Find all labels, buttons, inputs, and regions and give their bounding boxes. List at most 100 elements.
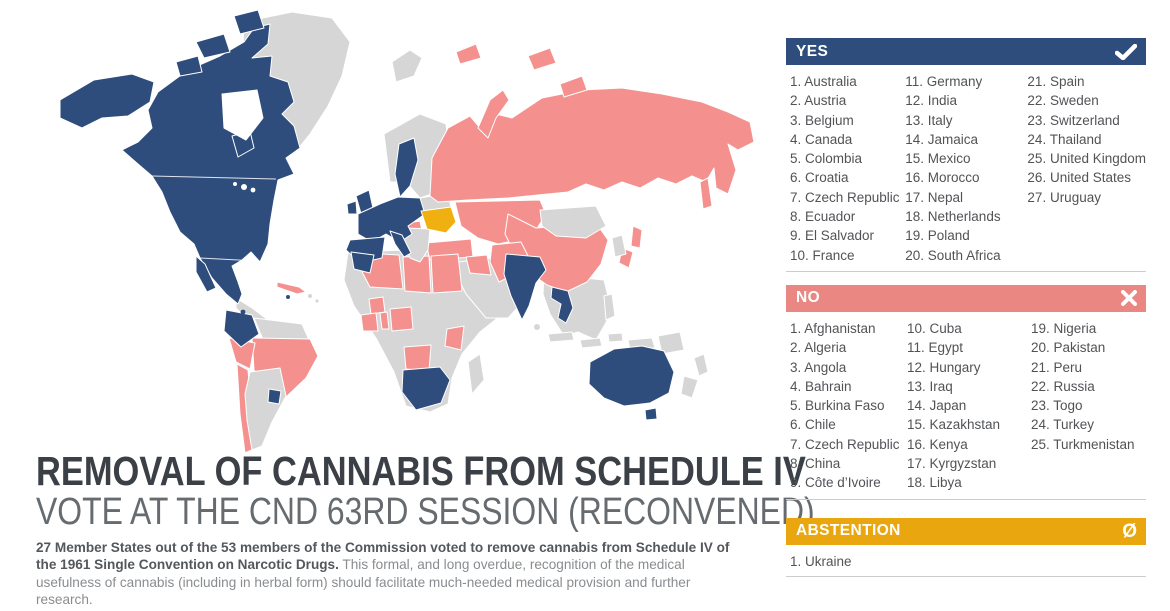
region-jamaica bbox=[286, 295, 290, 299]
yes-column-2: 11. Germany 12. India 13. Italy 14. Jamaica… bbox=[905, 72, 1027, 265]
region-alaska bbox=[59, 73, 155, 129]
abstention-header-label: ABSTENTION bbox=[796, 522, 901, 540]
country-item: 2. Austria bbox=[790, 93, 847, 109]
check-icon bbox=[1115, 43, 1137, 60]
country-item: 5. Colombia bbox=[790, 151, 863, 167]
region-sakhalin bbox=[699, 177, 713, 210]
region-new-zealand-south bbox=[680, 375, 699, 399]
region-el-salvador bbox=[240, 309, 246, 315]
yes-header-label: YES bbox=[796, 42, 829, 60]
country-item: 6. Chile bbox=[790, 417, 836, 433]
country-item: 11. Egypt bbox=[907, 340, 964, 356]
great-lake-3 bbox=[233, 182, 237, 186]
country-item: 11. Germany bbox=[905, 74, 983, 89]
region-cote-divoire bbox=[360, 312, 379, 332]
country-item: 27. Uruguay bbox=[1027, 189, 1101, 205]
region-madagascar bbox=[467, 353, 485, 395]
country-item: 20. South Africa bbox=[905, 247, 1001, 263]
region-arctic-island-1 bbox=[455, 43, 482, 65]
country-item: 6. Croatia bbox=[790, 170, 849, 186]
region-sri-lanka bbox=[534, 324, 540, 330]
great-lake-2 bbox=[250, 187, 256, 193]
country-item: 19. Poland bbox=[905, 228, 970, 244]
divider-after-no bbox=[786, 498, 1146, 500]
country-item: 24. Thailand bbox=[1027, 131, 1102, 147]
map-neutral-overlays bbox=[244, 205, 627, 451]
us-canada-border bbox=[151, 175, 277, 180]
country-item: 15. Mexico bbox=[905, 151, 971, 167]
country-item: 1. Afghanistan bbox=[790, 320, 876, 336]
country-item: 25. United Kingdom bbox=[1027, 151, 1146, 167]
region-morocco bbox=[350, 251, 375, 274]
region-italy bbox=[389, 230, 412, 258]
country-item: 14. Japan bbox=[907, 398, 967, 414]
country-item: 25. Turkmenistan bbox=[1031, 436, 1135, 452]
country-item: 14. Jamaica bbox=[905, 131, 979, 147]
region-colombia bbox=[223, 309, 260, 348]
x-icon bbox=[1121, 290, 1137, 307]
country-item: 9. El Salvador bbox=[790, 228, 875, 244]
no-column-2: 10. Cuba 11. Egypt 12. Hungary 13. Iraq 14. … bbox=[907, 319, 1031, 493]
no-country-list: 1. Afghanistan 2. Algeria 3. Angola 4. Bahr… bbox=[786, 312, 1146, 493]
region-new-zealand-north bbox=[693, 353, 709, 377]
map-abstention-regions bbox=[420, 206, 457, 234]
country-item: 21. Peru bbox=[1031, 359, 1083, 375]
region-sweden bbox=[394, 137, 419, 198]
country-item: 24. Turkey bbox=[1031, 417, 1095, 433]
country-item: 23. Togo bbox=[1031, 398, 1083, 414]
region-baja bbox=[195, 255, 217, 293]
abstention-header-bar: ABSTENTION Ø bbox=[786, 517, 1146, 545]
page-subtitle: VOTE AT THE CND 63RD SESSION (RECONVENED… bbox=[36, 491, 815, 533]
description-bold: 27 Member States out of the 53 members o… bbox=[36, 540, 730, 573]
country-item: 4. Canada bbox=[790, 131, 853, 147]
abstention-country-list: 1. Ukraine bbox=[786, 545, 1146, 571]
region-indonesia-1 bbox=[547, 331, 575, 343]
country-item: 9. Côte d’Ivoire bbox=[790, 475, 881, 491]
region-india bbox=[503, 253, 547, 321]
region-svalbard bbox=[391, 49, 423, 83]
null-icon: Ø bbox=[1122, 520, 1137, 542]
country-item: 12. India bbox=[905, 93, 958, 109]
yes-country-list: 1. Australia 2. Austria 3. Belgium 4. Canad… bbox=[786, 65, 1146, 265]
country-item: 5. Burkina Faso bbox=[790, 398, 885, 414]
country-item: 2. Algeria bbox=[790, 340, 847, 356]
country-item: 23. Switzerland bbox=[1027, 112, 1120, 128]
country-item: 12. Hungary bbox=[907, 359, 981, 375]
country-item: 20. Pakistan bbox=[1031, 340, 1106, 356]
country-item: 17. Nepal bbox=[905, 189, 964, 205]
no-header-label: NO bbox=[796, 289, 821, 307]
country-item: 1. Ukraine bbox=[790, 553, 852, 569]
page-title: REMOVAL OF CANNABIS FROM SCHEDULE IV bbox=[36, 448, 806, 494]
region-philippines bbox=[603, 293, 616, 321]
description-regular: This formal, and long overdue, recogniti… bbox=[36, 557, 691, 608]
no-column-3: 19. Nigeria 20. Pakistan 21. Peru 22. Russi… bbox=[1031, 319, 1146, 493]
map-water-overlays bbox=[151, 89, 277, 262]
region-novaya-zemlya bbox=[477, 89, 510, 139]
yes-column-1: 1. Australia 2. Austria 3. Belgium 4. Canad… bbox=[790, 72, 905, 265]
region-caribbean-2 bbox=[315, 299, 319, 303]
no-column-1: 1. Afghanistan 2. Algeria 3. Angola 4. Bahr… bbox=[790, 319, 907, 493]
region-arctic-canada-1 bbox=[195, 33, 231, 59]
region-arctic-island-2 bbox=[527, 47, 557, 71]
yes-column-3: 21. Spain 22. Sweden 23. Switzerland 24. Th… bbox=[1027, 72, 1146, 265]
country-item: 18. Netherlands bbox=[905, 209, 1001, 225]
region-ireland bbox=[346, 200, 358, 215]
country-item: 19. Nigeria bbox=[1031, 320, 1097, 336]
country-item: 26. United States bbox=[1027, 170, 1131, 186]
region-burkina-faso bbox=[368, 296, 386, 315]
world-map bbox=[59, 9, 755, 454]
great-lake-1 bbox=[241, 184, 247, 190]
country-item: 15. Kazakhstan bbox=[907, 417, 1001, 433]
country-item: 10. Cuba bbox=[907, 320, 962, 336]
country-item: 18. Libya bbox=[907, 475, 962, 491]
region-indonesia-3 bbox=[607, 332, 624, 343]
country-item: 21. Spain bbox=[1027, 74, 1085, 89]
region-japan-north bbox=[630, 225, 643, 249]
region-egypt bbox=[430, 253, 463, 294]
country-item: 8. China bbox=[790, 456, 841, 472]
country-item: 7. Czech Republic bbox=[790, 436, 900, 452]
region-indonesia-2 bbox=[579, 337, 603, 349]
region-arctic-canada-2 bbox=[233, 9, 265, 35]
region-mongolia bbox=[539, 205, 607, 239]
